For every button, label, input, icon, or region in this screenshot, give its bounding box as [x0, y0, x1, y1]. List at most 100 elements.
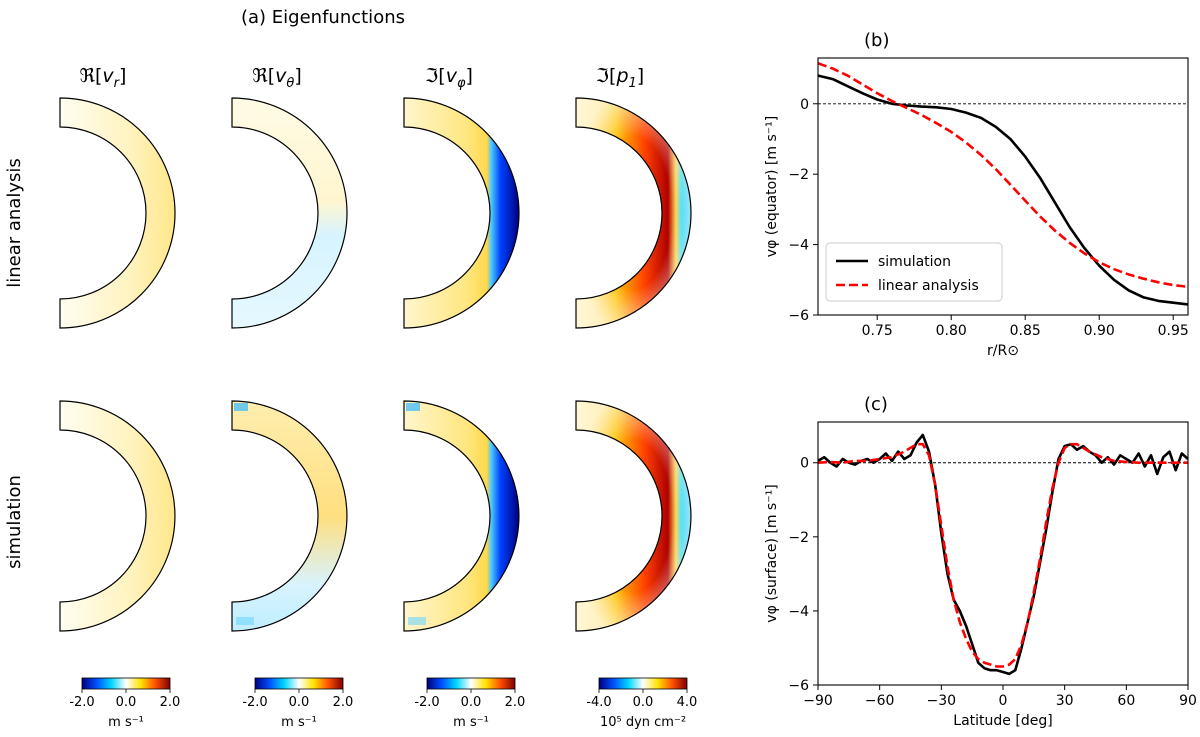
legend-label: linear analysis — [878, 278, 979, 294]
map-fill — [60, 401, 175, 631]
legend: simulation linear analysis — [825, 242, 1003, 302]
x-tick-label: −90 — [803, 693, 833, 709]
x-axis-label: r/R⊙ — [987, 343, 1019, 359]
legend-label: simulation — [878, 254, 951, 270]
panel-b-label: (b) — [864, 30, 889, 51]
colorbar-1: -2.0 0.0 2.0 m s⁻¹ — [69, 677, 181, 730]
x-tick-label: 60 — [1117, 693, 1135, 709]
x-tick-label: 0.75 — [862, 323, 893, 339]
colorbar-unit: m s⁻¹ — [453, 715, 489, 730]
map-outline — [403, 97, 520, 329]
map-simulation-vtheta — [231, 400, 348, 632]
column-label-vtheta: ℜ[vθ] — [252, 65, 302, 91]
colorbar-unit: m s⁻¹ — [108, 715, 144, 730]
x-tick-label: 0 — [999, 693, 1008, 709]
colorbar-tick-label: 2.0 — [160, 695, 181, 710]
y-axis-label: vφ (surface) [m s⁻¹] — [764, 484, 780, 622]
map-simulation-p1 — [575, 400, 692, 632]
map-fill — [60, 98, 175, 328]
colorbar-tick-label: 0.0 — [633, 695, 654, 710]
map-fade — [576, 401, 691, 631]
map-outline — [59, 97, 176, 329]
colorbar-tick-label: 2.0 — [333, 695, 354, 710]
series-linear-analysis — [818, 442, 1188, 668]
map-fill — [404, 401, 519, 631]
column-labels: ℜ[vr] ℜ[vθ] ℑ[vφ] ℑ[p1] — [80, 65, 645, 91]
x-tick-label: −60 — [865, 693, 895, 709]
x-tick-label: 0.85 — [1010, 323, 1041, 339]
colorbar-strip — [426, 677, 516, 690]
map-simulation-vphi — [403, 400, 520, 632]
colorbar-tick-label: -2.0 — [69, 695, 94, 710]
map-linear-vr — [59, 97, 176, 329]
legend-box — [825, 242, 1003, 302]
colorbar-tick-label: -2.0 — [414, 695, 439, 710]
map-outline — [575, 97, 692, 329]
colorbar-3: -2.0 0.0 2.0 m s⁻¹ — [414, 677, 526, 730]
x-tick-label: 0.90 — [1084, 323, 1115, 339]
map-fade — [576, 98, 691, 328]
map-linear-p1 — [575, 97, 692, 329]
y-tick-label: −6 — [788, 308, 809, 324]
colorbar-tick-label: 0.0 — [289, 695, 310, 710]
row-label-linear-analysis: linear analysis — [4, 158, 25, 288]
y-tick-label: 0 — [800, 97, 809, 113]
column-label-vr: ℜ[vr] — [80, 65, 127, 91]
x-tick-label: 0.80 — [936, 323, 967, 339]
y-tick-label: 0 — [800, 456, 809, 472]
colorbar-strip — [81, 677, 171, 690]
map-outline — [231, 97, 348, 329]
x-axis-label: Latitude [deg] — [953, 713, 1052, 729]
y-tick-label: −6 — [788, 678, 809, 694]
colorbar-tick-label: -2.0 — [242, 695, 267, 710]
series-linear-analysis — [818, 62, 1188, 289]
y-tick-label: −2 — [788, 167, 809, 183]
panel-b: (b) 0.75 0.80 0.85 0.90 0.95 0 −2 −4 −6 r/R⊙ vφ (eq… — [764, 30, 1189, 359]
x-tick-label: 0.95 — [1158, 323, 1189, 339]
map-linear-vphi — [403, 97, 520, 329]
map-noise-patch — [236, 617, 254, 625]
map-linear-vtheta — [231, 97, 348, 329]
map-outline — [59, 400, 176, 632]
colorbar-4: -4.0 0.0 4.0 10⁵ dyn cm⁻² — [586, 677, 698, 730]
colorbars: -2.0 0.0 2.0 m s⁻¹ -2.0 0.0 2.0 m s⁻¹ -2.0 0.0 2.0… — [69, 677, 698, 730]
colorbar-strip — [598, 677, 688, 690]
series-simulation — [818, 74, 1188, 306]
column-label-vphi: ℑ[vφ] — [425, 65, 473, 91]
row-label-simulation: simulation — [4, 475, 25, 569]
map-noise-patch — [234, 403, 248, 411]
map-outline — [231, 400, 348, 632]
map-outline — [403, 400, 520, 632]
panel-c: (c) −90 −60 −30 0 30 60 90 0 −2 −4 −6 Latitude [deg]… — [764, 394, 1197, 729]
colorbar-tick-label: 4.0 — [677, 695, 698, 710]
eigenfunction-maps — [59, 97, 692, 632]
series-simulation — [818, 433, 1188, 676]
map-outline — [575, 400, 692, 632]
x-tick-label: 30 — [1056, 693, 1074, 709]
colorbar-unit: m s⁻¹ — [281, 715, 317, 730]
colorbar-strip — [254, 677, 344, 690]
colorbar-2: -2.0 0.0 2.0 m s⁻¹ — [242, 677, 354, 730]
map-fill — [232, 401, 347, 631]
x-tick-label: −30 — [927, 693, 957, 709]
colorbar-tick-label: -4.0 — [586, 695, 611, 710]
column-label-p1: ℑ[p1] — [596, 65, 644, 91]
map-fill — [232, 98, 347, 328]
map-simulation-vr — [59, 400, 176, 632]
x-tick-label: 90 — [1179, 693, 1197, 709]
y-tick-label: −4 — [788, 604, 809, 620]
map-fill — [404, 98, 519, 328]
y-tick-label: −2 — [788, 530, 809, 546]
map-noise-patch — [408, 617, 426, 625]
colorbar-tick-label: 0.0 — [461, 695, 482, 710]
colorbar-tick-label: 2.0 — [505, 695, 526, 710]
panel-c-label: (c) — [864, 394, 888, 415]
y-tick-label: −4 — [788, 238, 809, 254]
panel-a-title: (a) Eigenfunctions — [241, 7, 405, 28]
plot-frame — [817, 57, 1189, 316]
y-axis-label: vφ (equator) [m s⁻¹] — [764, 116, 780, 257]
colorbar-unit: 10⁵ dyn cm⁻² — [600, 715, 686, 730]
map-noise-patch — [406, 403, 420, 411]
colorbar-tick-label: 0.0 — [116, 695, 137, 710]
